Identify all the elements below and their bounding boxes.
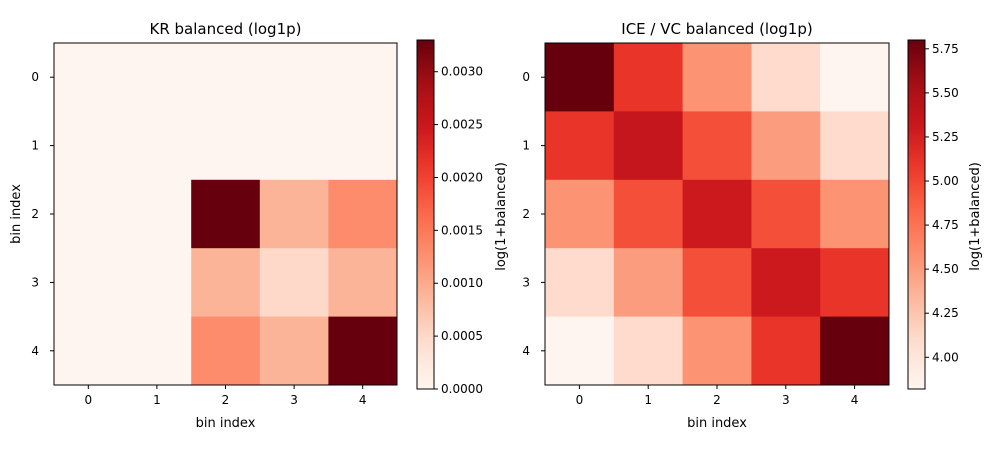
- chart-title: KR balanced (log1p): [149, 20, 301, 38]
- x-tick-label: 3: [290, 393, 298, 407]
- heatmap-cell-r2-c2: [191, 179, 261, 249]
- heatmap-cell-r2-c2: [682, 179, 752, 249]
- x-tick-label: 3: [782, 393, 790, 407]
- y-tick-label: 4: [522, 344, 530, 358]
- y-tick-label: 1: [522, 139, 530, 153]
- heatmap-cell-r0-c2: [682, 43, 752, 112]
- heatmap-cell-r3-c4: [820, 248, 890, 318]
- colorbar-label: log(1+balanced): [968, 162, 983, 271]
- heatmap-cell-r2-c4: [820, 179, 890, 249]
- heatmap-cell-r0-c0: [545, 43, 615, 112]
- heatmap-cell-r4-c0: [545, 316, 615, 386]
- heatmap-cell-r1-c3: [751, 111, 821, 181]
- colorbar-tick-label: 0.0000: [441, 382, 483, 396]
- heatmap-cell-r3-c1: [122, 248, 192, 318]
- x-axis-label: bin index: [687, 416, 747, 431]
- y-tick-label: 2: [31, 207, 39, 221]
- colorbar-tick-label: 4.00: [932, 350, 959, 364]
- heatmap-cell-r1-c0: [54, 111, 124, 181]
- heatmap-cell-r1-c2: [191, 111, 261, 181]
- x-tick-label: 2: [713, 393, 721, 407]
- heatmap-cell-r1-c0: [545, 111, 615, 181]
- colorbar-tick-label: 5.75: [932, 42, 959, 56]
- x-tick-label: 0: [84, 393, 92, 407]
- heatmap-cell-r4-c3: [259, 316, 329, 386]
- heatmap-cell-r2-c0: [545, 179, 615, 249]
- x-tick-label: 1: [153, 393, 161, 407]
- colorbar-tick-label: 0.0015: [441, 223, 483, 237]
- heatmap-cell-r1-c4: [820, 111, 890, 181]
- heatmap-cell-r2-c3: [259, 179, 329, 249]
- heatmap-cell-r0-c1: [613, 43, 684, 112]
- y-tick-label: 3: [31, 275, 39, 289]
- heatmap-cell-r0-c3: [751, 43, 821, 112]
- colorbar-frame: [416, 39, 435, 390]
- colorbar-label: log(1+balanced): [494, 162, 509, 271]
- heatmap-panel-1: ICE / VC balanced (log1p) 0 1 2 3 4 0 1 2 3 4 bin i…: [522, 20, 983, 431]
- heatmap-cell-r3-c0: [54, 248, 124, 318]
- colorbar-tick-label: 0.0030: [441, 65, 483, 79]
- heatmap-cell-r0-c4: [820, 43, 890, 112]
- heatmap-cell-r4-c4: [328, 316, 398, 386]
- heatmap-cell-r1-c2: [682, 111, 752, 181]
- x-tick-label: 1: [644, 393, 652, 407]
- x-tick-label: 2: [222, 393, 230, 407]
- heatmap-cell-r4-c2: [191, 316, 261, 386]
- heatmap-cell-r4-c4: [820, 316, 890, 386]
- heatmap-cell-r1-c1: [122, 111, 192, 181]
- heatmap-cell-r2-c1: [122, 179, 192, 249]
- heatmap-cell-r0-c1: [122, 43, 192, 112]
- colorbar-tick-label: 0.0025: [441, 118, 483, 132]
- heatmap-cell-r3-c2: [191, 248, 261, 318]
- heatmap-cell-r1-c4: [328, 111, 398, 181]
- colorbar-tick-label: 5.25: [932, 130, 959, 144]
- heatmap-cell-r3-c0: [545, 248, 615, 318]
- colorbar-tick-label: 4.50: [932, 262, 959, 276]
- chart-title: ICE / VC balanced (log1p): [621, 20, 812, 38]
- colorbar-tick-label: 5.00: [932, 174, 959, 188]
- heatmap-cell-r4-c2: [682, 316, 752, 386]
- heatmap-cell-r0-c3: [259, 43, 329, 112]
- heatmap-cell-r2-c0: [54, 179, 124, 249]
- heatmap-cell-r3-c3: [751, 248, 821, 318]
- y-tick-label: 0: [522, 70, 530, 84]
- colorbar-tick-label: 5.50: [932, 86, 959, 100]
- heatmap-cell-r0-c2: [191, 43, 261, 112]
- y-tick-label: 3: [522, 275, 530, 289]
- heatmap-cell-r4-c3: [751, 316, 821, 386]
- y-tick-label: 4: [31, 344, 39, 358]
- heatmap-cell-r1-c1: [613, 111, 684, 181]
- heatmap-cell-r3-c4: [328, 248, 398, 318]
- heatmap-cell-r3-c1: [613, 248, 684, 318]
- x-tick-label: 4: [851, 393, 859, 407]
- colorbar-tick-label: 4.75: [932, 218, 959, 232]
- colorbar: [908, 40, 925, 389]
- heatmap-cell-r4-c1: [613, 316, 684, 386]
- heatmap-cell-r4-c0: [54, 316, 124, 386]
- colorbar-tick-label: 0.0020: [441, 170, 483, 184]
- y-tick-label: 2: [522, 207, 530, 221]
- heatmap-cell-r1-c3: [259, 111, 329, 181]
- heatmap-cell-r2-c3: [751, 179, 821, 249]
- x-tick-label: 4: [359, 393, 367, 407]
- heatmap-cell-r3-c3: [259, 248, 329, 318]
- y-tick-label: 1: [31, 139, 39, 153]
- heatmap-cell-r0-c0: [54, 43, 124, 112]
- colorbar-tick-label: 0.0005: [441, 329, 483, 343]
- x-axis-label: bin index: [196, 416, 256, 431]
- heatmap-panel-0: KR balanced (log1p) 0 1 2 3 4 0 1 2 3 4 bin index bi…: [9, 20, 509, 431]
- heatmap-cell-r0-c4: [328, 43, 398, 112]
- x-tick-label: 0: [576, 393, 584, 407]
- colorbar-tick-label: 4.25: [932, 306, 959, 320]
- heatmap-cell-r2-c4: [328, 179, 398, 249]
- heatmap-cell-r4-c1: [122, 316, 192, 386]
- colorbar-tick-label: 0.0010: [441, 276, 483, 290]
- y-axis-label: bin index: [9, 184, 24, 244]
- heatmap-cell-r3-c2: [682, 248, 752, 318]
- heatmap-cell-r2-c1: [613, 179, 684, 249]
- colorbar: [417, 40, 434, 389]
- colorbar-frame: [907, 39, 926, 390]
- y-tick-label: 0: [31, 70, 39, 84]
